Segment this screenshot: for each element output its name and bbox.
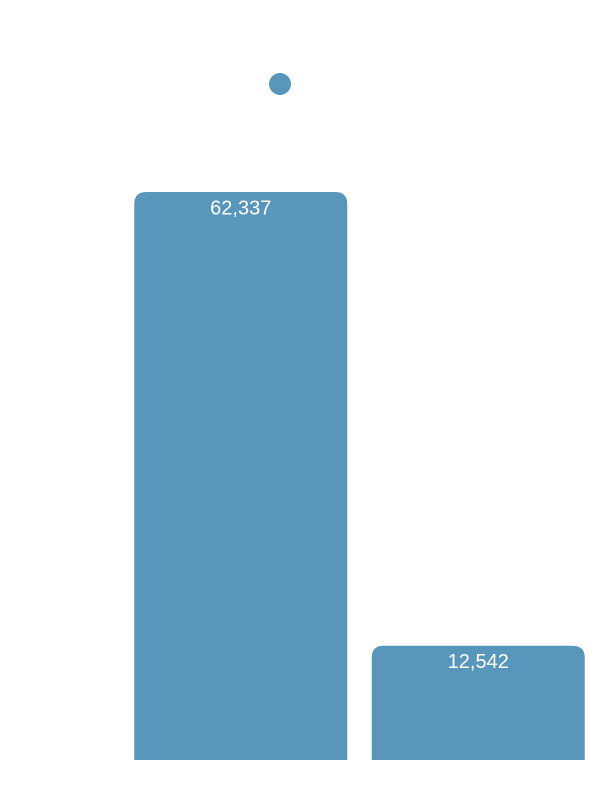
value-label: 62,337 [210, 197, 271, 219]
bar [371, 645, 585, 760]
bar [134, 192, 348, 760]
value-label: 12,542 [448, 651, 509, 673]
legend-marker [269, 73, 291, 95]
